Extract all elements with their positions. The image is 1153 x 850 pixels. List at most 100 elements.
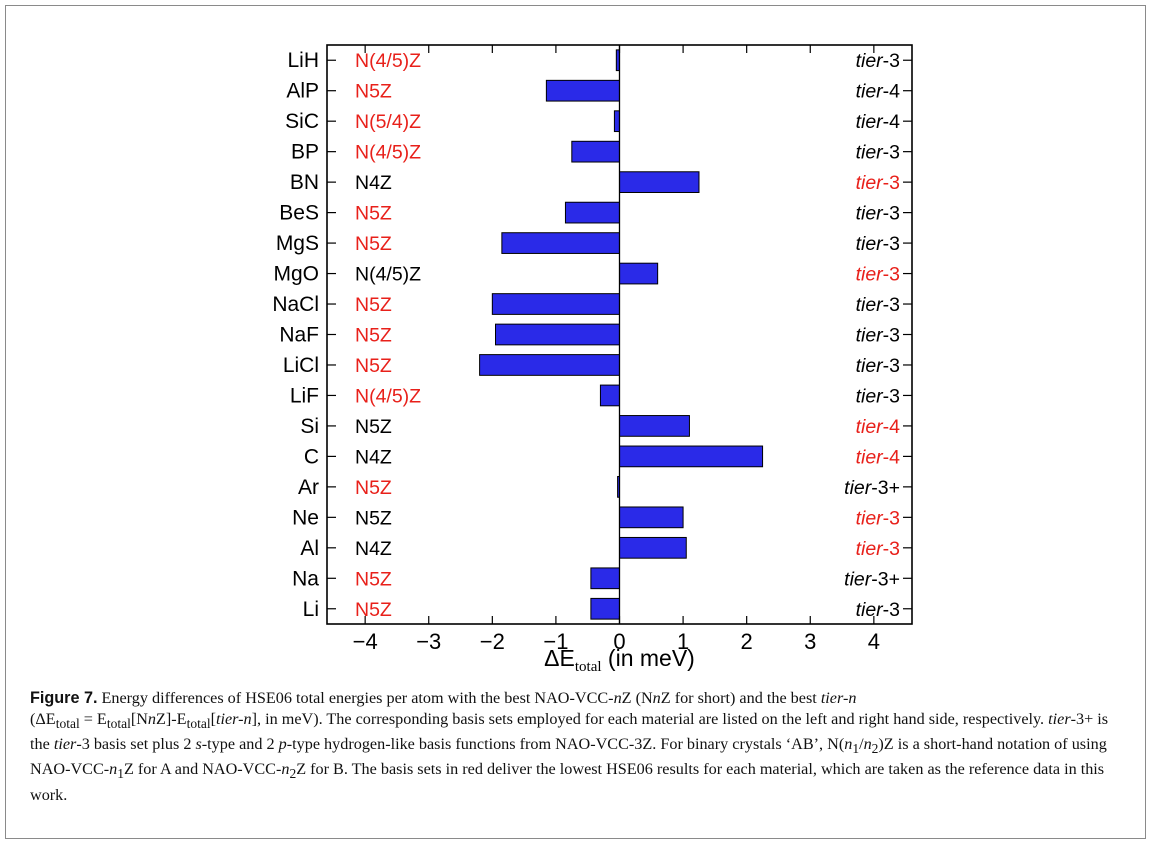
caption-text: n	[652, 689, 661, 707]
tier-suffix: -3	[883, 172, 900, 194]
y-tick-label: LiH	[287, 49, 319, 72]
tier-prefix: tier	[856, 233, 885, 255]
bar	[564, 201, 621, 224]
y-tick-label: MgO	[273, 263, 319, 286]
caption-text: -type hydrogen-like basis functions from…	[286, 735, 845, 754]
bar	[613, 110, 620, 133]
caption-text: tier-n	[215, 710, 252, 728]
tier-suffix: -4	[883, 416, 900, 438]
bar	[619, 445, 764, 468]
tier-suffix: -4	[883, 111, 900, 133]
tier-suffix: -3+	[871, 568, 900, 590]
caption-text: 2	[871, 741, 879, 757]
tier-suffix: -3	[883, 507, 900, 529]
y-tick-label: C	[304, 445, 319, 468]
tier-suffix: -3	[883, 355, 900, 377]
bar	[619, 171, 700, 193]
caption-text: total	[186, 716, 211, 732]
bar	[479, 354, 621, 376]
tier-suffix: -3	[883, 294, 900, 316]
bar	[599, 384, 620, 407]
y-tick-label: Na	[292, 567, 319, 590]
x-tick-label: −2	[480, 629, 505, 654]
tier-suffix: -4	[883, 446, 900, 468]
caption-text: 1	[852, 741, 860, 757]
caption-text: 1	[117, 766, 124, 782]
basis-label-right: tier-3+	[844, 477, 900, 499]
bar	[619, 536, 687, 559]
tier-suffix: -3	[883, 203, 900, 225]
caption-text: Z for short) and the best	[660, 689, 821, 707]
tier-prefix: tier	[856, 507, 885, 529]
caption-text: n	[863, 735, 872, 754]
y-tick-label: SiC	[285, 110, 319, 133]
x-tick-label: −3	[416, 629, 441, 654]
basis-label-left: N(4/5)Z	[355, 50, 421, 72]
basis-label-left: N4Z	[355, 172, 392, 194]
basis-label-right: tier-3	[856, 294, 900, 316]
tier-suffix: -3	[883, 233, 900, 255]
basis-label-left: N5Z	[355, 233, 392, 255]
x-axis-label-sub: total	[575, 659, 602, 675]
basis-label-left: N5Z	[355, 355, 392, 377]
tier-suffix: -3	[883, 50, 900, 72]
caption-text: n	[281, 760, 290, 779]
basis-label-right: tier-3	[856, 355, 900, 377]
caption-text: tier	[1048, 710, 1071, 728]
y-tick-label: LiF	[290, 384, 319, 407]
caption-text: n	[613, 689, 622, 707]
tier-prefix: tier	[856, 416, 885, 438]
tier-prefix: tier	[856, 142, 885, 164]
tier-prefix: tier	[856, 538, 885, 560]
bar	[590, 597, 620, 620]
tier-prefix: tier	[856, 203, 885, 225]
tier-prefix: tier	[856, 355, 885, 377]
caption-text: [	[210, 710, 216, 728]
tier-suffix: -4	[883, 81, 900, 103]
basis-label-left: N5Z	[355, 599, 392, 621]
basis-label-right: tier-3	[856, 233, 900, 255]
y-tick-label: BeS	[279, 202, 319, 225]
caption-text: -3 basis set plus 2	[76, 735, 196, 754]
x-tick-label: −1	[543, 629, 568, 654]
caption-text: n	[109, 760, 118, 779]
tier-prefix: tier	[856, 325, 885, 347]
basis-label-right: tier-3	[856, 264, 900, 286]
basis-label-right: tier-3	[856, 142, 900, 164]
basis-label-left: N4Z	[355, 538, 392, 560]
caption-text: Z for A and NAO-VCC-	[123, 760, 282, 779]
basis-label-right: tier-3+	[844, 568, 900, 590]
bar	[495, 323, 620, 346]
figure-frame	[5, 5, 1146, 839]
tier-suffix: -3	[883, 142, 900, 164]
basis-label-left: N(4/5)Z	[355, 264, 421, 286]
basis-label-left: N4Z	[355, 446, 392, 468]
y-tick-label: Si	[300, 415, 319, 438]
x-tick-label: 3	[804, 629, 816, 654]
tier-prefix: tier	[856, 81, 885, 103]
x-tick-label: 1	[677, 629, 689, 654]
tier-prefix: tier	[856, 385, 885, 407]
basis-label-left: N(4/5)Z	[355, 142, 421, 164]
y-tick-label: BP	[291, 141, 319, 164]
basis-label-right: tier-3	[856, 385, 900, 407]
basis-label-left: N5Z	[355, 203, 392, 225]
y-tick-label: Al	[300, 537, 319, 560]
tier-suffix: -3	[883, 264, 900, 286]
basis-label-left: N(4/5)Z	[355, 385, 421, 407]
y-tick-label: Ar	[298, 476, 319, 499]
basis-label-right: tier-3	[856, 538, 900, 560]
caption-text: -3+ is the	[30, 710, 1109, 754]
tier-suffix: -3	[883, 385, 900, 407]
caption-text: tier	[53, 735, 77, 754]
caption-text: total	[55, 716, 80, 732]
caption-label: Figure 7.	[30, 689, 98, 707]
basis-label-right: tier-3	[856, 50, 900, 72]
caption-text: (ΔE	[30, 710, 56, 728]
basis-label-left: N5Z	[355, 568, 392, 590]
caption-text: Z for B. The basis sets in red deliver t…	[30, 760, 1105, 804]
y-tick-label: Ne	[292, 506, 319, 529]
tier-suffix: -3+	[871, 477, 900, 499]
basis-label-right: tier-4	[856, 81, 901, 103]
